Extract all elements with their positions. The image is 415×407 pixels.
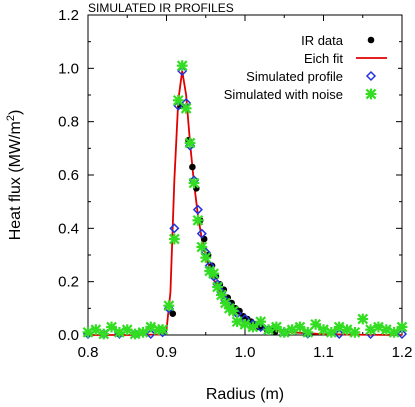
y-tick-label: 0.8 [58, 114, 79, 131]
series-eich-fit [88, 70, 403, 336]
data-point-ir-data [189, 163, 196, 171]
data-point-ir-data [169, 310, 177, 317]
y-tick-label: 1.0 [58, 60, 79, 77]
data-point-simulated-with-noise [263, 324, 274, 336]
legend-label-ir-data: IR data [301, 33, 344, 48]
data-point-simulated-with-noise [247, 321, 259, 333]
data-point-simulated-with-noise [239, 318, 251, 330]
data-point-simulated-with-noise [396, 321, 408, 333]
data-point-simulated-with-noise [180, 102, 192, 114]
data-point-simulated-with-noise [98, 328, 110, 340]
data-point-simulated-with-noise [271, 321, 282, 333]
legend-swatch-ir-data [367, 36, 375, 44]
data-point-simulated-with-noise [216, 289, 227, 301]
y-tick-label: 0.6 [58, 167, 79, 184]
y-axis-label-sup: 2 [5, 115, 17, 121]
data-point-simulated-with-noise [106, 321, 117, 333]
data-point-simulated-with-noise [200, 252, 212, 264]
data-point-simulated-with-noise [325, 326, 337, 338]
y-axis-label-main: Heat flux (MW/m [7, 121, 24, 240]
data-point-simulated-with-noise [184, 137, 196, 149]
data-point-simulated-with-noise [90, 324, 102, 336]
data-point-simulated-profile [169, 223, 180, 234]
series-simulated-profile [82, 65, 408, 340]
data-point-simulated-with-noise [255, 316, 267, 328]
data-point-simulated-with-noise [388, 326, 400, 338]
y-axis-label: Heat flux (MW/m2) [5, 110, 24, 241]
data-point-simulated-with-noise [121, 324, 133, 336]
x-tick-label: 0.8 [78, 344, 99, 361]
chart-title: SIMULATED IR PROFILES [88, 1, 234, 15]
data-point-simulated-with-noise [188, 177, 200, 189]
data-point-simulated-profile [196, 228, 207, 239]
y-tick-label: 0.2 [58, 274, 79, 291]
data-point-simulated-with-noise [176, 60, 188, 72]
data-point-simulated-with-noise [294, 321, 306, 333]
data-point-simulated-with-noise [172, 94, 184, 106]
y-axis: 0.0 0.2 0.4 0.6 0.8 1.0 1.2 [58, 7, 402, 344]
data-point-simulated-with-noise [168, 233, 180, 245]
data-point-simulated-with-noise [310, 318, 322, 330]
y-tick-label: 0.0 [58, 327, 79, 344]
x-axis-label: Radius (m) [206, 386, 284, 403]
legend-background [200, 24, 398, 100]
data-point-simulated-with-noise [349, 326, 361, 338]
data-point-simulated-with-noise [365, 324, 376, 336]
y-tick-label: 0.4 [58, 220, 79, 237]
legend-swatch-simulated-profile [365, 70, 377, 82]
legend-label-simulated-profile: Simulated profile [246, 69, 343, 84]
data-point-simulated-with-noise [137, 326, 149, 338]
series-simulated-with-noise [82, 60, 408, 340]
legend-label-simulated-with-noise: Simulated with noise [224, 87, 343, 102]
series-layer [82, 60, 408, 340]
data-point-simulated-with-noise [333, 321, 345, 333]
data-point-simulated-with-noise [208, 268, 219, 280]
y-tick-label: 1.2 [58, 7, 79, 24]
x-tick-label: 0.9 [156, 344, 177, 361]
y-axis-label-end: ) [7, 110, 24, 115]
data-point-simulated-with-noise [163, 300, 175, 312]
data-point-simulated-with-noise [357, 313, 369, 325]
x-tick-label: 1.0 [235, 344, 256, 361]
data-point-simulated-with-noise [227, 305, 239, 317]
data-point-simulated-with-noise [129, 328, 141, 340]
series-line-eich-fit [88, 70, 403, 336]
data-point-simulated-profile [192, 204, 203, 215]
data-point-simulated-with-noise [196, 241, 208, 253]
data-point-simulated-with-noise [192, 214, 204, 226]
data-point-simulated-with-noise [157, 324, 168, 336]
legend-swatch-simulated-with-noise [365, 88, 377, 100]
x-tick-label: 1.1 [313, 344, 334, 361]
legend-label-eich-fit: Eich fit [304, 51, 343, 66]
legend: IR data Eich fit Simulated profile Simulate… [200, 24, 398, 102]
data-point-simulated-with-noise [302, 326, 314, 338]
x-tick-label: 1.2 [392, 344, 413, 361]
